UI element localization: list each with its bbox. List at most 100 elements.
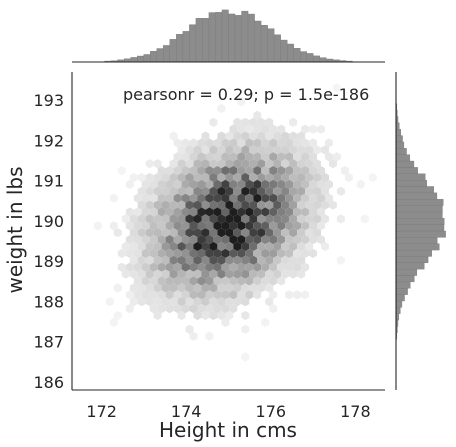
hexbin-cell <box>197 276 206 286</box>
hexbin-cell <box>229 235 238 245</box>
hexbin-cell <box>137 214 146 224</box>
hexbin-cell <box>137 255 146 265</box>
hexbin-cell <box>205 262 214 272</box>
hexbin-cell <box>177 310 186 321</box>
hexbin-cell <box>257 228 266 238</box>
hexbin-cell <box>181 193 190 203</box>
hexbin-cell <box>317 124 325 134</box>
hexbin-cell <box>297 131 306 141</box>
hexbin-cell <box>321 241 329 252</box>
hexbin-cell <box>321 186 329 196</box>
hexbin-cell <box>205 304 214 314</box>
hexbin-cell <box>169 297 178 307</box>
hexbin-cell <box>297 269 306 279</box>
hexbin-cell <box>197 179 206 189</box>
hexbin-cell <box>257 283 266 293</box>
hexbin-cell <box>213 166 222 176</box>
hexbin-cell <box>229 248 238 258</box>
hexbin-cell <box>177 159 186 169</box>
hexbin-cell <box>293 193 302 203</box>
hexbin-cell <box>301 166 309 176</box>
y-tick-label: 192 <box>33 131 64 150</box>
hexbin-cell <box>193 145 202 155</box>
hexbin-cell <box>165 290 174 300</box>
hexbin-cell <box>285 166 294 176</box>
hexbin-cell <box>265 255 274 265</box>
hexbin-cell <box>336 186 345 196</box>
hexbin-cell <box>237 262 246 272</box>
hexbin-cell <box>181 138 190 148</box>
hexbin-cell <box>229 304 238 314</box>
hexbin-cell <box>145 214 154 224</box>
hexbin-cell <box>277 166 286 176</box>
hexbin-cell <box>189 248 198 258</box>
hexbin-cell <box>169 255 178 265</box>
hexbin-cell <box>277 221 286 231</box>
hexbin-cell <box>133 276 142 286</box>
hexbin-cell <box>185 172 194 183</box>
hexbin-cell <box>269 304 278 314</box>
hexbin-cell <box>225 255 234 265</box>
hexbin-cell <box>229 276 238 286</box>
hexbin-cell <box>169 186 178 196</box>
hexbin-cell <box>321 145 329 155</box>
hexbin-cell <box>321 200 329 210</box>
hexbin-cell <box>261 276 270 286</box>
hexbin-cell <box>177 269 186 279</box>
hexbin-cell <box>149 290 158 300</box>
hexbin-cell <box>281 228 290 238</box>
hexbin-cell <box>253 124 262 134</box>
hexbin-cell <box>189 207 198 217</box>
hexbin-cell <box>313 186 321 196</box>
hexbin-cell <box>325 138 333 148</box>
hexbin-cell <box>301 290 309 300</box>
hexbin-cell <box>141 179 150 189</box>
hexbin-cell <box>257 117 266 127</box>
top-histogram-bar <box>241 10 249 63</box>
hexbin-cell <box>189 193 198 203</box>
hexbin-cell <box>141 248 150 258</box>
hexbin-cell <box>129 283 138 293</box>
hexbin-cell <box>297 145 306 155</box>
hexbin-cell <box>229 138 238 148</box>
hexbin-cell <box>245 207 254 217</box>
hexbin-cell <box>105 297 114 307</box>
hexbin-cell <box>197 166 206 176</box>
hexbin-cell <box>269 221 278 231</box>
right-histogram-bar <box>395 268 418 276</box>
hexbin-cell <box>253 235 262 245</box>
right-histogram-bar <box>395 237 438 244</box>
hexbin-cell <box>173 221 182 231</box>
hexbin-cell <box>277 235 286 245</box>
hexbin-cell <box>165 276 174 286</box>
hexbin-cell <box>173 290 182 300</box>
top-histogram-bar <box>286 43 294 63</box>
hexbin-cell <box>141 276 150 286</box>
hexbin-cell <box>221 248 230 258</box>
hexbin-cell <box>153 255 162 265</box>
hexbin-cell <box>161 269 170 279</box>
hexbin-cell <box>133 262 142 272</box>
hexbin-cell <box>261 262 270 272</box>
hexbin-cell <box>173 152 182 162</box>
hexbin-cell <box>285 138 294 148</box>
hexbin-cell <box>121 241 130 252</box>
top-histogram-bar <box>169 39 177 63</box>
hexbin-cell <box>221 179 230 189</box>
y-tick-label: 189 <box>33 252 64 271</box>
hexbin-cell <box>193 283 202 293</box>
hexbin-cell <box>213 207 222 217</box>
hexbin-cell <box>161 241 170 252</box>
hexbin-cell <box>181 152 190 162</box>
hexbin-cell <box>317 193 325 203</box>
hexbin-cell <box>145 241 154 252</box>
hexbin-cell <box>313 145 321 155</box>
hexbin-cell <box>217 103 226 114</box>
hexbin-cell <box>289 145 298 155</box>
hexbin-cell <box>233 131 242 141</box>
hexbin-cell <box>289 159 298 169</box>
hexbin-cell <box>157 276 166 286</box>
hexbin-cell <box>273 159 282 169</box>
right-histogram-bar <box>395 160 415 168</box>
hexbin-cell <box>285 235 294 245</box>
